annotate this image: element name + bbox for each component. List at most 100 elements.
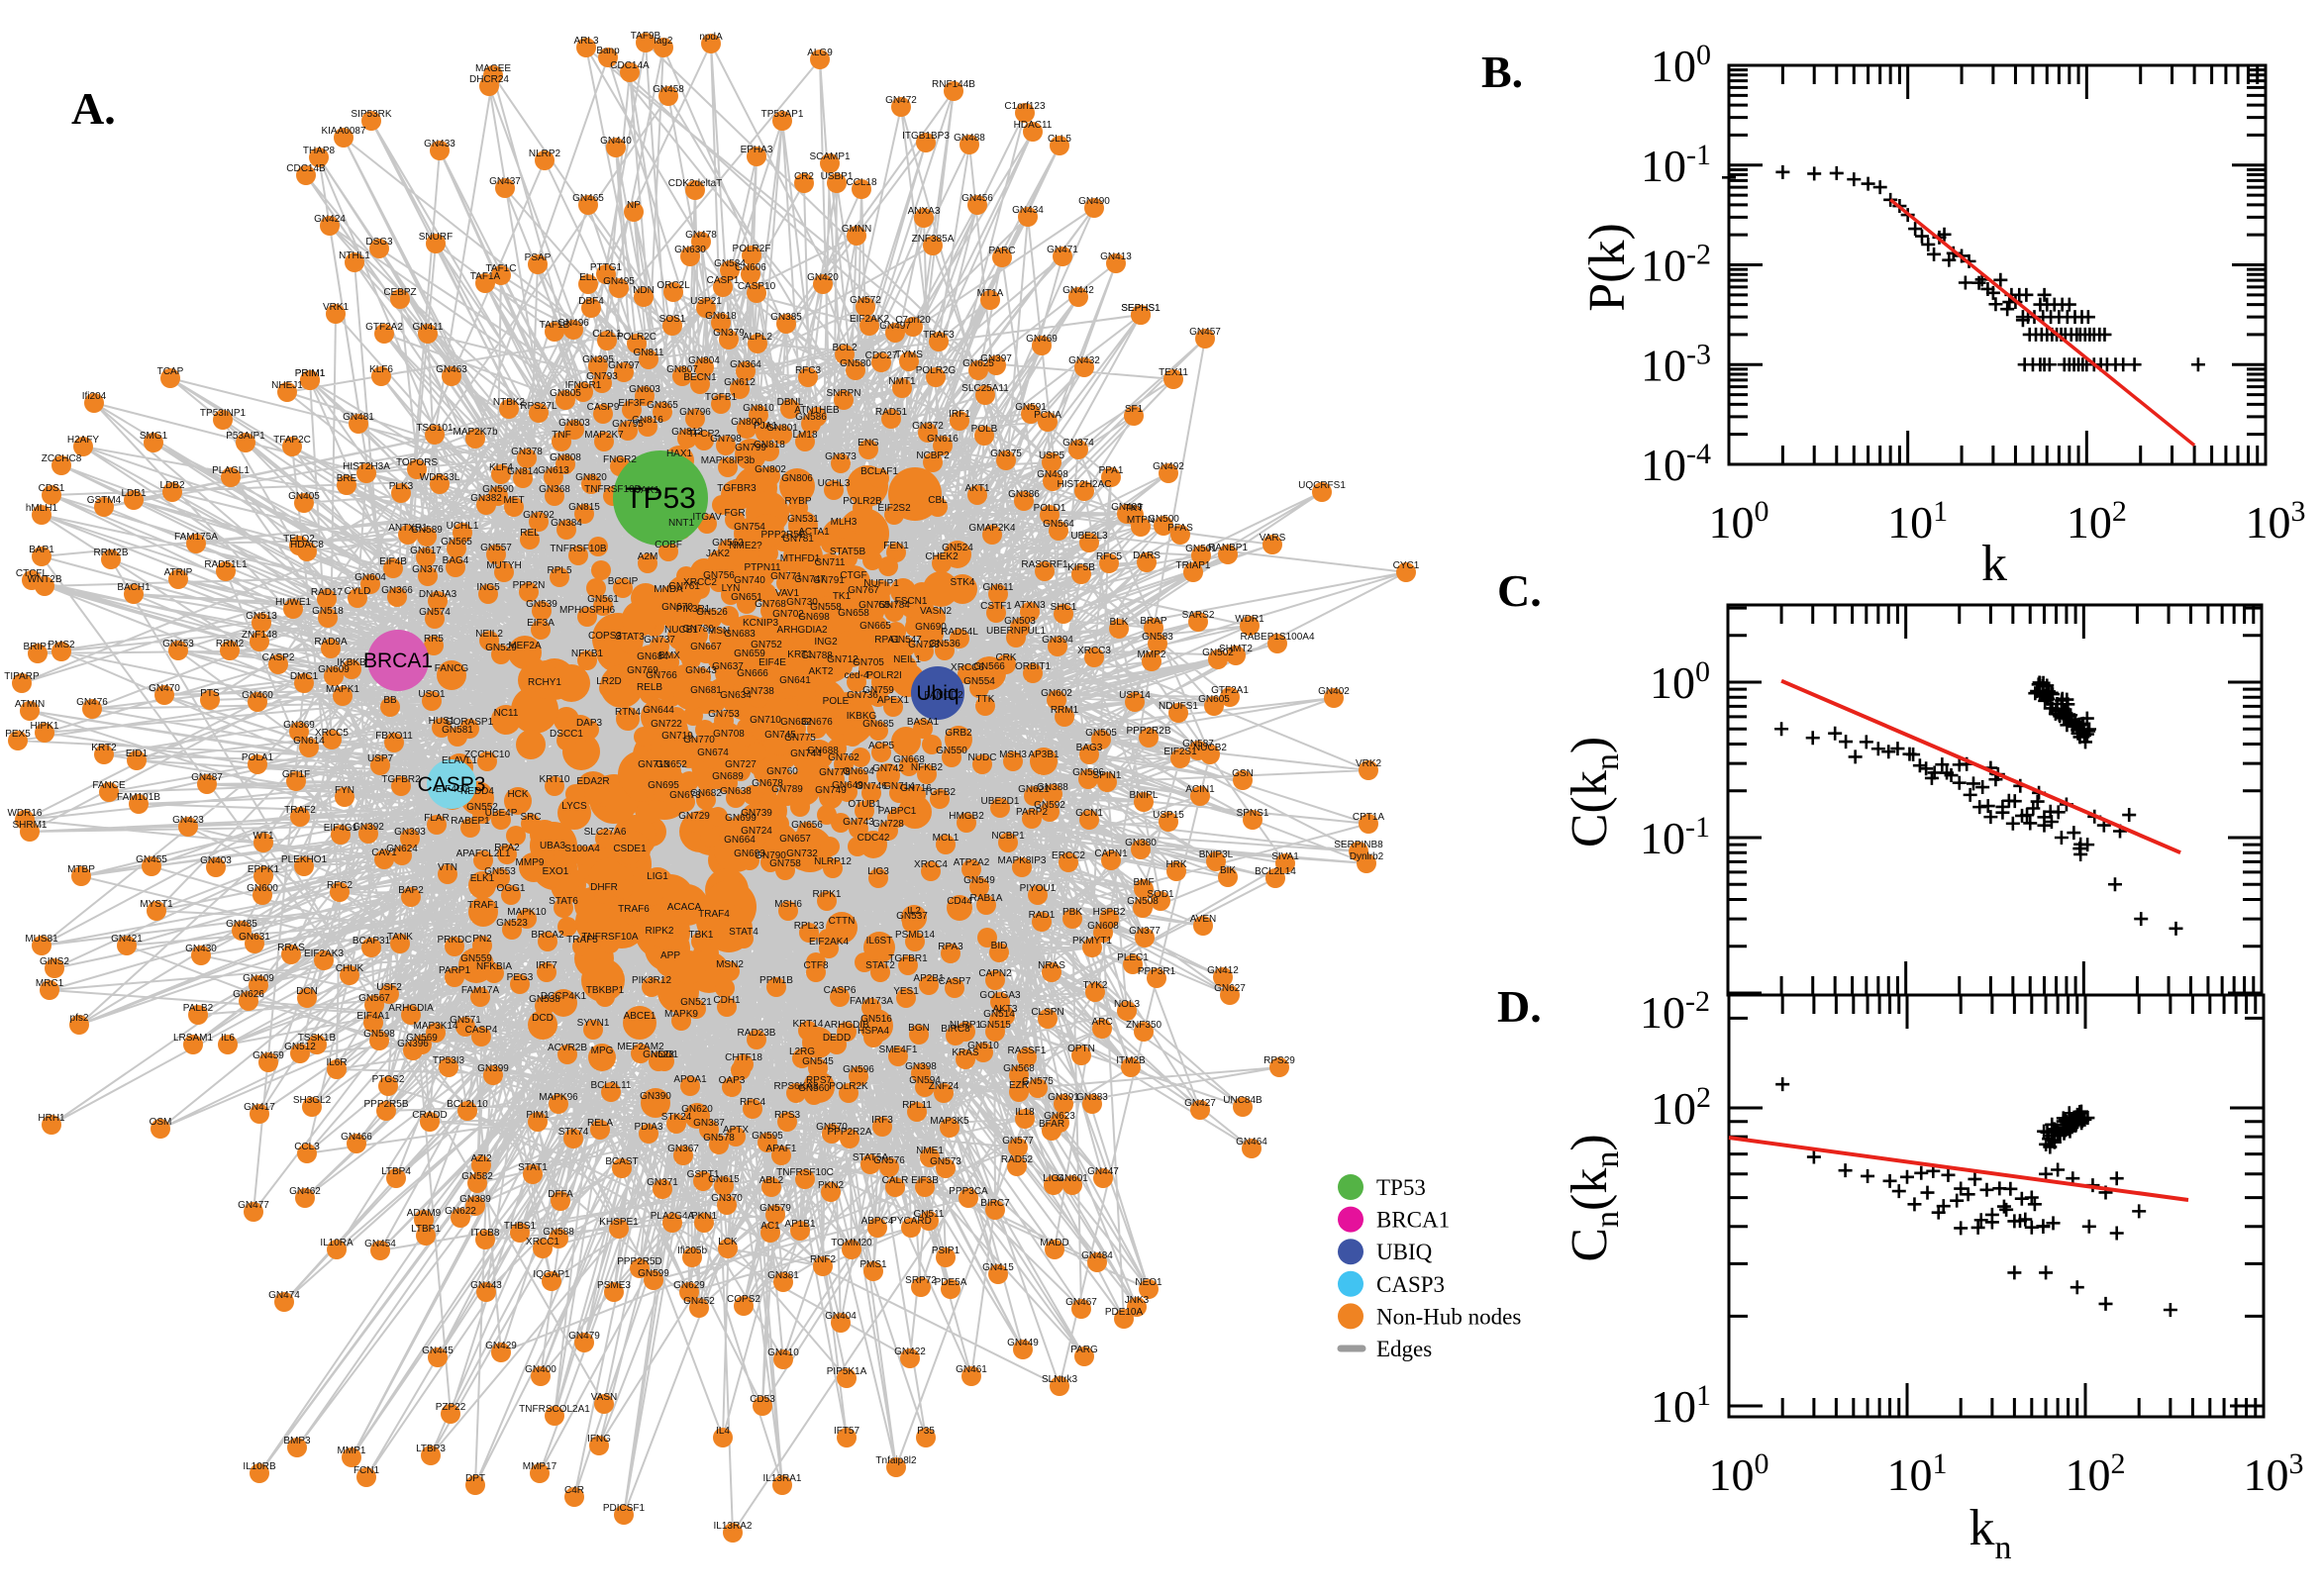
svg-text:PTGS2: PTGS2 — [372, 1074, 405, 1085]
svg-text:GN683: GN683 — [724, 629, 756, 640]
svg-text:CD44: CD44 — [947, 896, 972, 907]
svg-text:GN429: GN429 — [485, 1341, 517, 1351]
svg-text:CDC42: CDC42 — [858, 833, 890, 844]
svg-text:SEPHS1: SEPHS1 — [1121, 303, 1161, 314]
svg-text:BCCIP: BCCIP — [608, 576, 639, 587]
svg-text:VASN2: VASN2 — [920, 606, 952, 617]
svg-text:MTHFD1: MTHFD1 — [780, 553, 821, 564]
svg-text:GN384: GN384 — [551, 518, 582, 529]
svg-text:GN487: GN487 — [191, 772, 223, 783]
svg-text:CLL5: CLL5 — [1048, 134, 1071, 145]
svg-text:GN459: GN459 — [252, 1050, 284, 1061]
svg-text:GN514: GN514 — [983, 1009, 1015, 1020]
svg-text:LYCS: LYCS — [561, 801, 587, 812]
svg-text:BCL2: BCL2 — [832, 343, 857, 353]
svg-text:SPIN1: SPIN1 — [1093, 770, 1122, 781]
svg-text:LTBP3: LTBP3 — [416, 1444, 446, 1454]
svg-text:KLF4: KLF4 — [489, 462, 513, 473]
svg-text:CHTF18: CHTF18 — [725, 1052, 762, 1063]
svg-text:RPA2: RPA2 — [494, 843, 520, 853]
svg-text:GN370: GN370 — [711, 1193, 743, 1204]
svg-text:ORC2L: ORC2L — [656, 280, 690, 291]
svg-text:GN612: GN612 — [724, 377, 756, 388]
svg-text:SLC27A6: SLC27A6 — [584, 827, 627, 838]
svg-text:MAP3K5: MAP3K5 — [930, 1116, 969, 1127]
svg-text:TP53: TP53 — [1376, 1175, 1426, 1200]
svg-text:GN421: GN421 — [111, 934, 143, 945]
svg-text:RFC5: RFC5 — [1096, 551, 1123, 562]
svg-text:GN670: GN670 — [661, 602, 693, 613]
svg-text:CTF8: CTF8 — [804, 960, 829, 971]
svg-text:REL: REL — [520, 528, 540, 539]
svg-text:VTN: VTN — [438, 862, 457, 873]
svg-text:PYCARD: PYCARD — [890, 1216, 932, 1227]
svg-text:RPS29: RPS29 — [1263, 1055, 1295, 1066]
svg-text:GN465: GN465 — [572, 193, 604, 204]
svg-text:GN775: GN775 — [784, 733, 816, 744]
svg-text:XRCC6: XRCC6 — [951, 662, 984, 673]
svg-text:GN804: GN804 — [688, 355, 720, 366]
svg-text:GN760: GN760 — [766, 766, 798, 777]
svg-text:GN479: GN479 — [568, 1331, 600, 1342]
svg-text:TP53: TP53 — [625, 482, 696, 515]
svg-text:GN499: GN499 — [1111, 502, 1143, 513]
svg-text:SARS2: SARS2 — [1182, 610, 1215, 621]
svg-text:LR2D: LR2D — [596, 676, 622, 687]
svg-text:BID: BID — [991, 941, 1008, 951]
svg-text:POLR2I: POLR2I — [866, 670, 902, 681]
svg-text:DARS: DARS — [1133, 550, 1161, 561]
svg-text:GN820: GN820 — [575, 472, 607, 483]
svg-text:MUS81: MUS81 — [25, 934, 58, 945]
svg-text:GN571: GN571 — [450, 1015, 481, 1026]
svg-text:PPP3R1: PPP3R1 — [1138, 966, 1176, 977]
svg-text:PARG: PARG — [1070, 1345, 1098, 1355]
svg-text:CAV1: CAV1 — [371, 848, 397, 858]
svg-text:ZNF350: ZNF350 — [1126, 1020, 1162, 1031]
svg-text:UQCRFS1: UQCRFS1 — [1298, 480, 1346, 491]
svg-text:KRAS: KRAS — [952, 1047, 979, 1058]
svg-text:GN488: GN488 — [954, 133, 985, 144]
svg-text:DCD: DCD — [532, 1013, 554, 1024]
svg-text:RAD9A: RAD9A — [314, 637, 348, 648]
svg-text:GN629: GN629 — [673, 1280, 705, 1291]
svg-text:HIST2H3A: HIST2H3A — [343, 461, 390, 472]
svg-text:GN456: GN456 — [961, 193, 993, 204]
svg-text:GN753: GN753 — [708, 709, 740, 720]
svg-text:CASP3: CASP3 — [418, 773, 486, 796]
svg-text:GN461: GN461 — [956, 1364, 987, 1375]
svg-text:TELO2: TELO2 — [283, 534, 315, 545]
svg-text:PIK3R1: PIK3R1 — [676, 604, 711, 615]
svg-text:GN682: GN682 — [690, 788, 722, 799]
svg-text:POLR2G: POLR2G — [916, 365, 957, 376]
svg-text:ACTA1: ACTA1 — [798, 527, 830, 538]
svg-text:TK1: TK1 — [833, 591, 852, 602]
svg-text:PMS2: PMS2 — [48, 640, 75, 650]
svg-text:GN810: GN810 — [743, 403, 774, 414]
svg-text:CASP1: CASP1 — [707, 275, 740, 286]
svg-text:ORBIT1: ORBIT1 — [1015, 661, 1052, 672]
svg-text:GN562: GN562 — [712, 538, 744, 549]
svg-text:GN579: GN579 — [759, 1203, 791, 1214]
svg-text:GMAP2K4: GMAP2K4 — [968, 523, 1016, 534]
svg-text:USP5: USP5 — [1039, 450, 1065, 461]
svg-text:D.: D. — [1497, 981, 1542, 1032]
svg-text:GN732: GN732 — [786, 848, 818, 859]
svg-text:GN611: GN611 — [983, 582, 1014, 593]
svg-text:EIF2S2: EIF2S2 — [877, 503, 911, 514]
svg-text:GFI1F: GFI1F — [282, 769, 310, 780]
svg-text:GN561: GN561 — [587, 594, 619, 605]
svg-text:ABL2: ABL2 — [759, 1175, 784, 1186]
svg-text:PLEKHO1: PLEKHO1 — [281, 854, 328, 865]
svg-text:GN445: GN445 — [422, 1346, 454, 1356]
svg-text:PTTG1: PTTG1 — [590, 262, 623, 273]
svg-text:PPP2R5D: PPP2R5D — [617, 1256, 662, 1267]
svg-text:Ifi205b: Ifi205b — [677, 1246, 707, 1256]
svg-text:HAX1: HAX1 — [666, 449, 693, 459]
svg-text:USP15: USP15 — [1153, 810, 1184, 821]
svg-text:S100A4: S100A4 — [564, 844, 600, 854]
svg-text:WNT2B: WNT2B — [28, 574, 62, 585]
svg-text:EIF3F: EIF3F — [618, 398, 645, 409]
svg-text:GN789: GN789 — [771, 784, 803, 795]
svg-text:RPL5: RPL5 — [547, 565, 571, 576]
svg-text:GN674: GN674 — [697, 748, 729, 758]
